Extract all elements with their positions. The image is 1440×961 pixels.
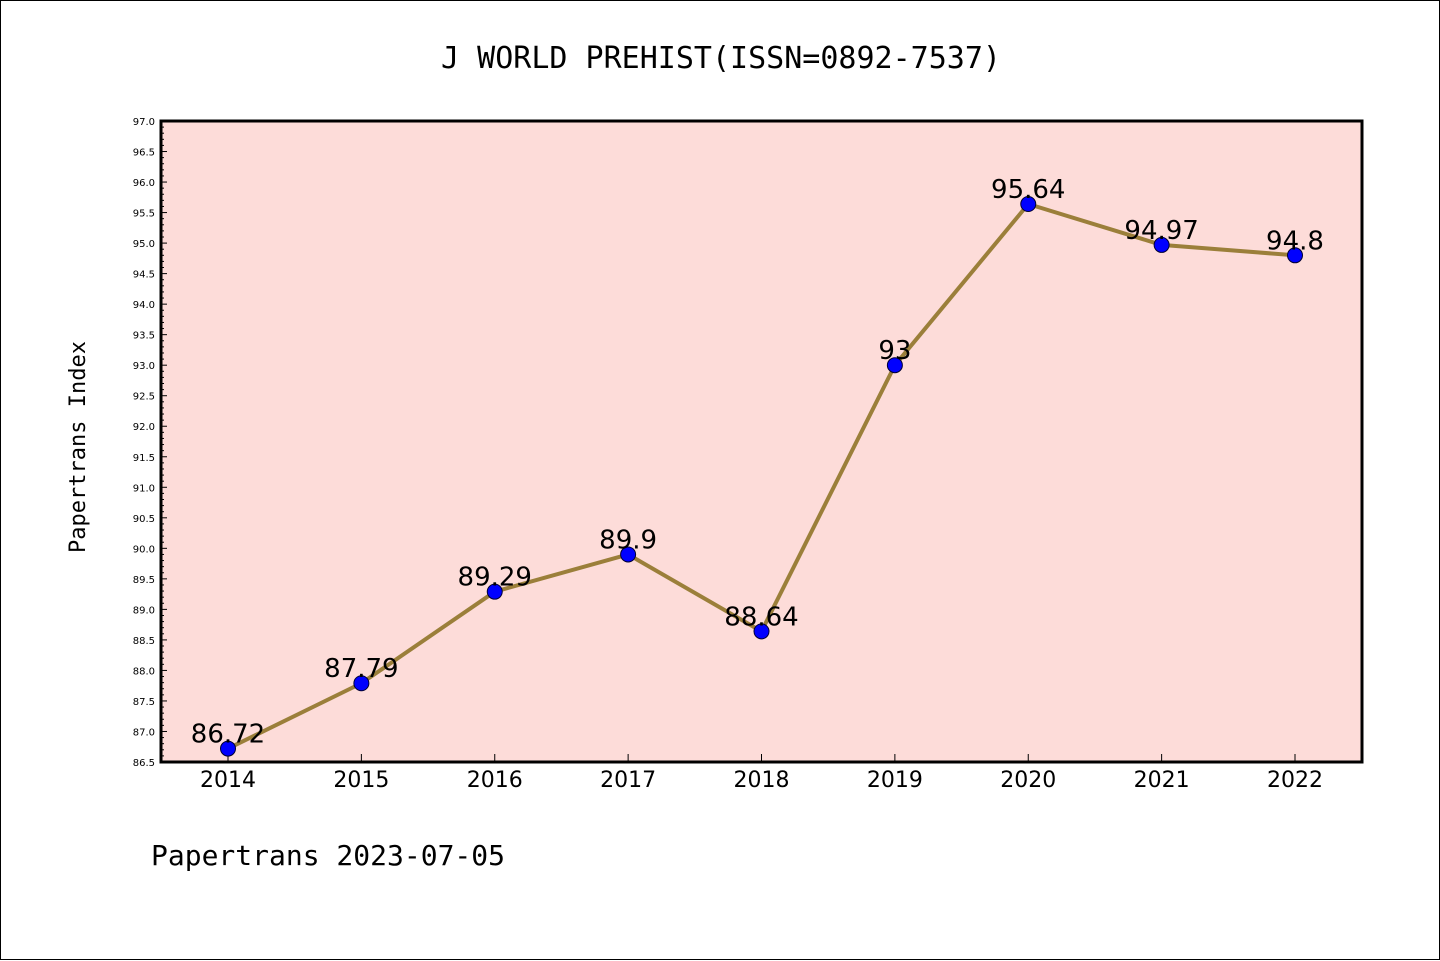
x-tick-label: 2019 <box>867 768 923 793</box>
y-tick-label: 97.0 <box>133 117 155 128</box>
y-tick-label: 93.0 <box>133 361 155 372</box>
data-point <box>353 675 370 692</box>
data-label: 89.9 <box>599 525 657 555</box>
y-tick-label: 89.5 <box>133 575 155 586</box>
y-tick-label: 86.5 <box>133 758 155 769</box>
y-tick-label: 96.5 <box>133 148 155 159</box>
y-tick-label: 92.0 <box>133 422 155 433</box>
data-label: 88.64 <box>724 602 798 632</box>
y-axis-ticks: 86.5 87.0 87.5 88.0 88.5 89.0 89.5 90.0 90.5 91.0… <box>133 117 167 769</box>
y-tick-label: 94.5 <box>133 270 155 281</box>
x-tick-label: 2018 <box>734 768 790 793</box>
y-tick-label: 94.0 <box>133 300 155 311</box>
x-axis-ticks: 2014 2015 2016 2017 2018 2019 2020 2021 2022 <box>200 754 1323 793</box>
y-tick-label: 93.5 <box>133 331 155 342</box>
y-axis-label: Papertrans Index <box>66 341 91 553</box>
y-tick-label: 87.5 <box>133 697 155 708</box>
y-tick-label: 89.0 <box>133 605 155 616</box>
plot-area <box>159 119 1364 764</box>
data-point <box>753 623 770 640</box>
data-label: 94.97 <box>1124 216 1198 246</box>
y-tick-label: 95.0 <box>133 239 155 250</box>
x-tick-label: 2017 <box>600 768 656 793</box>
data-label: 89.29 <box>458 563 532 593</box>
y-tick-label: 95.5 <box>133 209 155 220</box>
data-points <box>220 196 1303 757</box>
data-label: 94.8 <box>1266 226 1324 256</box>
x-tick-label: 2021 <box>1134 768 1190 793</box>
y-tick-label: 88.0 <box>133 666 155 677</box>
data-point <box>1287 247 1303 264</box>
data-label: 86.72 <box>191 720 265 750</box>
y-tick-label: 96.0 <box>133 178 155 189</box>
y-tick-label: 92.5 <box>133 392 155 403</box>
y-tick-label: 87.0 <box>133 727 155 738</box>
y-tick-label: 88.5 <box>133 636 155 647</box>
data-label: 87.79 <box>324 654 398 684</box>
footer-credit: Papertrans 2023-07-05 <box>151 839 505 872</box>
data-labels: 86.72 87.79 89.29 89.9 88.64 93 95.64 94.97 94.8 <box>191 175 1324 750</box>
data-label: 93 <box>878 336 911 366</box>
y-tick-label: 91.0 <box>133 483 155 494</box>
x-tick-label: 2016 <box>467 768 523 793</box>
y-tick-label: 90.0 <box>133 544 155 555</box>
data-point <box>886 357 903 374</box>
y-tick-label: 90.5 <box>133 514 155 525</box>
data-label: 95.64 <box>991 175 1065 205</box>
x-tick-label: 2022 <box>1267 768 1323 793</box>
data-point <box>1153 236 1170 253</box>
chart-title: J WORLD PREHIST(ISSN=0892-7537) <box>441 41 1001 76</box>
x-tick-label: 2015 <box>333 768 389 793</box>
data-point <box>220 740 236 757</box>
y-tick-label: 91.5 <box>133 453 155 464</box>
x-tick-label: 2014 <box>200 768 256 793</box>
x-tick-label: 2020 <box>1000 768 1056 793</box>
data-point <box>1020 196 1037 213</box>
data-point <box>486 583 503 600</box>
data-point <box>620 546 637 563</box>
